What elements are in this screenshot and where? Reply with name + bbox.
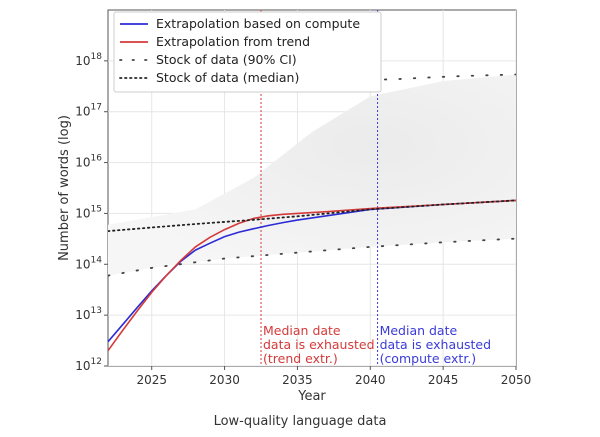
x-tick-label: 2050 xyxy=(501,373,532,387)
annotation-1: Median date data is exhausted (compute ext… xyxy=(380,323,492,366)
y-tick-label: 1015 xyxy=(75,204,102,220)
x-tick-label: 2040 xyxy=(355,373,386,387)
legend-label-3: Stock of data (median) xyxy=(156,70,299,85)
series-line-3 xyxy=(108,199,516,232)
figure-caption: Low-quality language data xyxy=(214,414,387,429)
legend: Extrapolation based on compute Extrapolat… xyxy=(113,11,382,93)
annotation-line: (trend extr.) xyxy=(263,351,338,366)
legend-label-0: Extrapolation based on compute xyxy=(156,16,360,31)
annotation-line: Median date xyxy=(380,323,458,338)
exhaustion-date-lines xyxy=(260,10,379,366)
x-tick-label: 2045 xyxy=(428,373,459,387)
annotation-line: Median date xyxy=(263,323,341,338)
legend-box xyxy=(113,11,382,93)
annotations: Median date data is exhausted (trend extr.… xyxy=(263,323,491,366)
annotation-line: data is exhausted xyxy=(380,337,492,352)
x-axis-title: Year xyxy=(297,389,326,404)
y-tick-label: 1012 xyxy=(75,357,102,373)
y-tick-label: 1013 xyxy=(75,306,102,322)
y-axis-ticks: 1012 1013 1014 1015 1016 1017 1018 xyxy=(75,52,108,373)
series-ci-lower xyxy=(108,237,516,277)
y-tick-label: 1017 xyxy=(75,103,102,119)
legend-label-2: Stock of data (90% CI) xyxy=(156,52,297,67)
x-tick-label: 2035 xyxy=(282,373,313,387)
y-tick-label: 1016 xyxy=(75,154,102,170)
y-tick-label: 1018 xyxy=(75,52,102,68)
confidence-interval-band xyxy=(108,74,516,276)
series-line-0 xyxy=(108,199,516,343)
series-line-1 xyxy=(108,199,516,352)
series-layer xyxy=(108,73,516,352)
annotation-0: Median date data is exhausted (trend extr.… xyxy=(263,323,375,366)
legend-label-1: Extrapolation from trend xyxy=(156,34,310,49)
annotation-line: (compute extr.) xyxy=(380,351,477,366)
x-axis-ticks: 2025 2030 2035 2040 2045 2050 xyxy=(136,366,531,387)
annotation-line: data is exhausted xyxy=(263,337,375,352)
x-tick-label: 2025 xyxy=(136,373,167,387)
uncertainty-band xyxy=(108,74,516,276)
y-tick-label: 1014 xyxy=(75,255,102,271)
y-axis-title: Number of words (log) xyxy=(57,115,72,261)
x-tick-label: 2030 xyxy=(209,373,240,387)
series-ci-upper xyxy=(369,73,516,81)
